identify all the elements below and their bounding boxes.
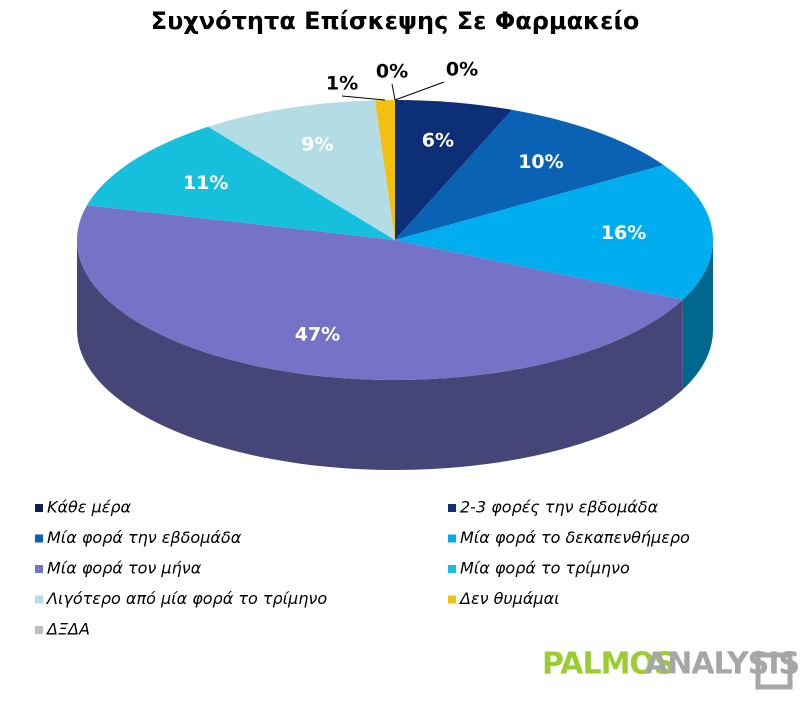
data-label: 10%: [518, 151, 563, 173]
legend-label: Δεν θυμάμαι: [458, 589, 560, 608]
data-label: 6%: [422, 129, 454, 151]
slice: [86, 126, 396, 240]
leader-line: [391, 83, 396, 101]
logo-left: PALMOS: [542, 647, 675, 682]
legend-label: ΔΞΔΑ: [45, 620, 90, 639]
slice: [208, 100, 395, 240]
data-label: 16%: [601, 222, 646, 244]
data-label: 11%: [183, 172, 228, 194]
legend-swatch: [35, 534, 43, 543]
slice-side: [77, 240, 683, 470]
logo: PALMOS ANALYSIS: [542, 647, 800, 690]
logo-right: ANALYSIS: [645, 647, 799, 682]
legend-label: Μία φορά την εβδομάδα: [47, 528, 242, 547]
legend-swatch: [448, 565, 456, 573]
legend-swatch: [448, 595, 456, 604]
legend-label: Κάθε μέρα: [47, 498, 132, 517]
leader-line: [341, 95, 386, 101]
legend-swatch: [448, 504, 456, 512]
slice-side: [682, 240, 713, 390]
data-label: 0%: [376, 61, 408, 83]
slice: [395, 109, 664, 240]
data-label: 47%: [295, 323, 340, 345]
legend-label: Μία φορά τον μήνα: [47, 559, 202, 578]
legend-swatch: [35, 626, 43, 634]
legend-swatch: [35, 565, 43, 573]
legend-label: Μία φορά το τρίμηνο: [460, 559, 630, 578]
slice: [375, 100, 395, 240]
legend-label: Λιγότερο από μία φορά το τρίμηνο: [45, 589, 327, 608]
legend-label: 2-3 φορές την εβδομάδα: [460, 498, 659, 517]
legend-label: Μία φορά το δεκαπενθήμερο: [460, 528, 690, 547]
data-label: 1%: [326, 73, 358, 95]
leader-line: [394, 81, 445, 101]
data-label: 0%: [446, 59, 478, 81]
legend-swatch: [35, 595, 43, 604]
slice: [395, 100, 513, 240]
logo-box: [755, 652, 793, 690]
slice: [76, 205, 683, 380]
slice: [395, 164, 713, 300]
legend-swatch: [448, 534, 456, 543]
legend-swatch: [35, 504, 43, 512]
data-label: 9%: [301, 134, 333, 156]
chart-title: Συχνότητα Επίσκεψης Σε Φαρμακείο: [151, 7, 640, 35]
